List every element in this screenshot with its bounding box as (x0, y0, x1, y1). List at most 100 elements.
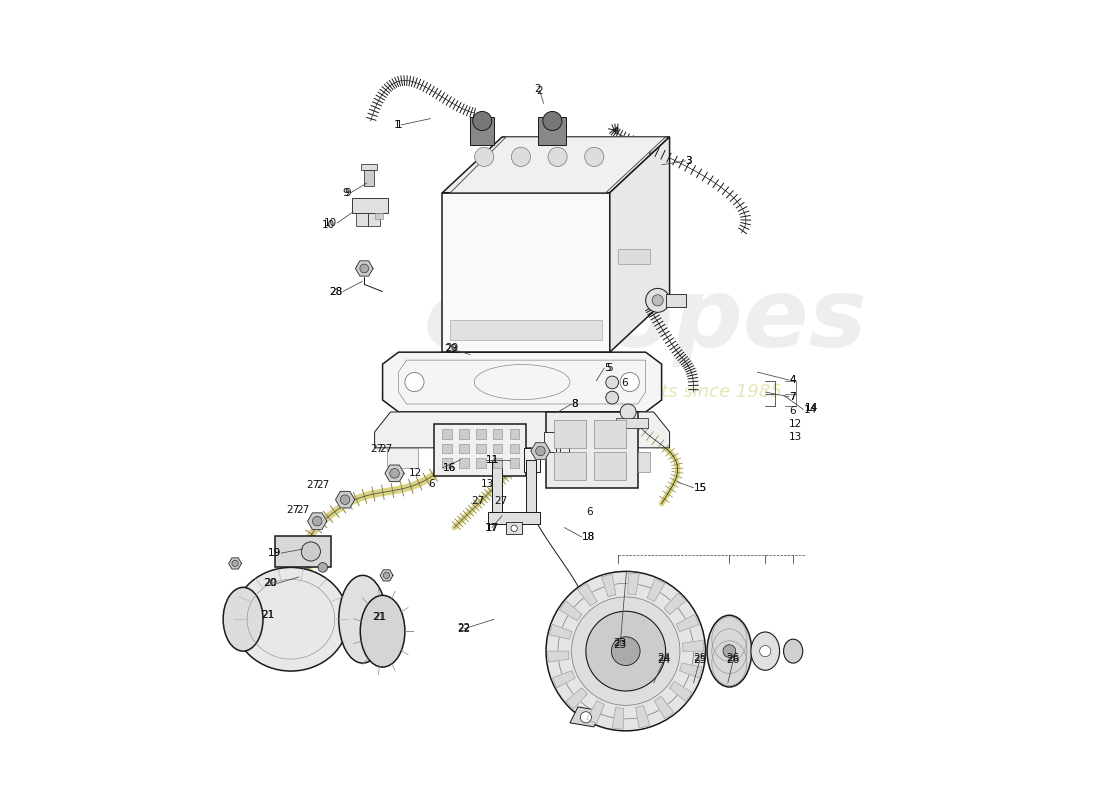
Circle shape (652, 294, 663, 306)
Polygon shape (385, 465, 404, 482)
Bar (361, 165, 377, 170)
Text: 3: 3 (685, 156, 692, 166)
Text: 27: 27 (494, 496, 507, 506)
Bar (492, 460, 502, 512)
Polygon shape (586, 701, 604, 723)
Bar (442, 458, 452, 468)
Circle shape (760, 646, 771, 657)
Polygon shape (549, 625, 572, 639)
Circle shape (473, 111, 492, 130)
Text: 12: 12 (789, 419, 802, 429)
Polygon shape (336, 491, 354, 508)
Bar (509, 444, 519, 454)
Text: 17: 17 (485, 522, 498, 533)
Ellipse shape (361, 595, 405, 667)
Bar (638, 452, 650, 472)
Ellipse shape (233, 567, 349, 671)
Circle shape (646, 288, 670, 312)
Text: 27: 27 (472, 496, 485, 506)
Text: 26: 26 (727, 655, 740, 665)
Text: 26: 26 (727, 654, 740, 663)
Text: 14: 14 (805, 403, 818, 413)
Bar (543, 432, 556, 452)
Text: 21: 21 (262, 610, 275, 620)
Bar (509, 458, 519, 468)
Bar (459, 458, 469, 468)
Ellipse shape (223, 587, 263, 651)
Bar (506, 522, 522, 534)
Circle shape (510, 525, 517, 531)
Text: 24: 24 (658, 654, 671, 663)
Text: 15: 15 (693, 482, 706, 493)
Polygon shape (450, 137, 666, 193)
Text: 20: 20 (263, 578, 276, 588)
Circle shape (579, 610, 595, 626)
Circle shape (389, 469, 399, 478)
Bar (594, 452, 626, 480)
Polygon shape (442, 137, 670, 193)
Bar (442, 430, 452, 439)
Polygon shape (375, 412, 670, 448)
Text: 5: 5 (606, 363, 613, 373)
Text: 17: 17 (486, 522, 499, 533)
Text: 18: 18 (582, 532, 595, 542)
Text: 28: 28 (330, 286, 343, 297)
Polygon shape (613, 708, 624, 730)
Text: 12: 12 (409, 468, 422, 478)
Text: 27: 27 (296, 505, 309, 515)
Text: 6: 6 (789, 406, 795, 416)
Polygon shape (355, 261, 373, 276)
Bar (560, 436, 569, 452)
Text: 27: 27 (379, 445, 393, 454)
Ellipse shape (339, 575, 386, 663)
Text: 21: 21 (372, 612, 385, 622)
Text: 13: 13 (481, 478, 494, 489)
Polygon shape (670, 682, 692, 702)
Bar (554, 420, 586, 448)
Bar (375, 213, 383, 219)
Text: 3: 3 (685, 156, 692, 166)
Circle shape (542, 111, 562, 130)
Circle shape (536, 446, 546, 456)
Text: 25: 25 (693, 654, 706, 663)
Polygon shape (381, 570, 393, 581)
Polygon shape (229, 558, 242, 569)
Circle shape (620, 373, 639, 392)
Circle shape (360, 264, 368, 273)
Circle shape (620, 404, 636, 420)
Text: 11: 11 (486, 454, 499, 465)
Text: 15: 15 (693, 482, 706, 493)
Bar (275, 535, 331, 567)
Text: 1: 1 (394, 120, 400, 130)
Text: 21: 21 (373, 612, 386, 622)
Bar (618, 249, 650, 265)
Text: 23: 23 (614, 638, 627, 648)
Text: 6: 6 (621, 378, 628, 388)
Circle shape (546, 571, 705, 731)
Polygon shape (552, 670, 575, 688)
Circle shape (512, 147, 530, 166)
Bar (616, 418, 648, 428)
Polygon shape (609, 137, 670, 352)
Circle shape (318, 562, 328, 572)
Circle shape (232, 560, 239, 566)
Polygon shape (538, 117, 565, 145)
Ellipse shape (707, 615, 751, 687)
Circle shape (548, 147, 568, 166)
Bar (459, 430, 469, 439)
Polygon shape (308, 513, 327, 530)
Bar (476, 458, 485, 468)
Bar (488, 512, 540, 523)
Text: 21: 21 (262, 610, 275, 620)
Text: 22: 22 (458, 623, 471, 633)
Polygon shape (565, 688, 587, 709)
Text: 28: 28 (330, 286, 343, 297)
Text: 2: 2 (535, 84, 541, 94)
Ellipse shape (783, 639, 803, 663)
Circle shape (723, 645, 736, 658)
Text: 16: 16 (442, 462, 455, 473)
Text: 27: 27 (316, 480, 329, 490)
Bar (459, 444, 469, 454)
Polygon shape (560, 601, 582, 621)
Text: 7: 7 (789, 392, 795, 402)
